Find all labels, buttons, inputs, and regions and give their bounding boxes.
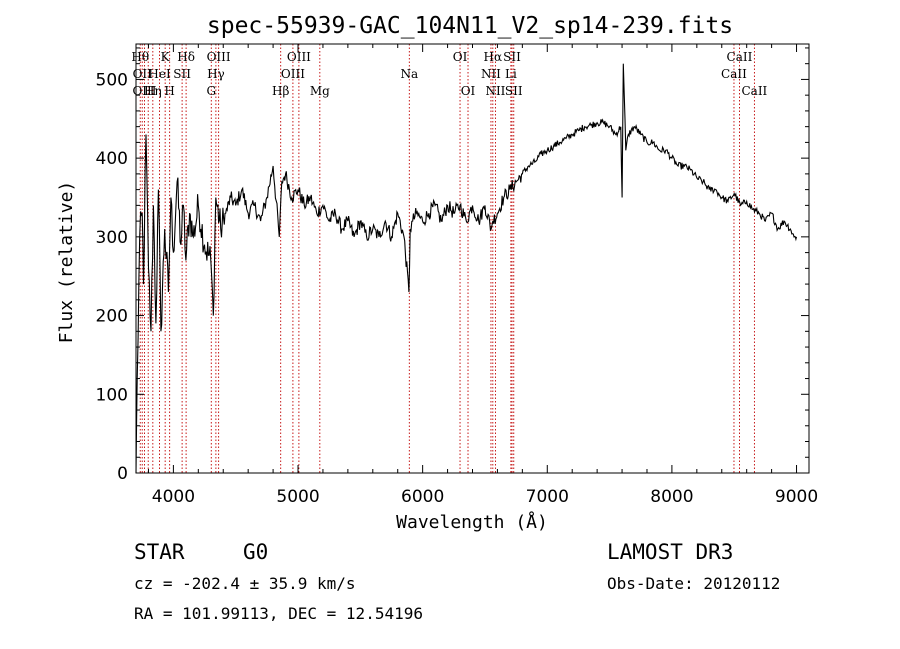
line-label: OI	[461, 84, 476, 98]
spectrum-series-line	[135, 63, 798, 474]
line-label: SII	[503, 50, 521, 64]
y-tick-label: 200	[96, 307, 128, 327]
line-label: SII	[505, 84, 523, 98]
y-tick-label: 400	[96, 149, 128, 169]
spectral-line-labels: HθOIIOIIIHηHeIKHSIIHδGHγOIIIHβOIIIOIIIMg…	[131, 50, 767, 98]
y-axis-label: Flux (relative)	[56, 181, 77, 344]
object-class: STAR	[134, 540, 185, 564]
y-tick-label: 100	[96, 385, 128, 405]
y-tick-label: 500	[96, 70, 128, 90]
line-label: Hβ	[272, 84, 289, 98]
line-label: H	[164, 84, 174, 98]
survey-name: LAMOST DR3	[607, 540, 733, 564]
line-label: OIII	[281, 67, 305, 81]
y-tick-label: 0	[117, 464, 128, 484]
line-label: NII	[485, 84, 505, 98]
line-label: Hγ	[207, 67, 225, 81]
x-tick-label: 4000	[152, 487, 195, 507]
line-label: G	[206, 84, 216, 98]
line-label: OI	[453, 50, 468, 64]
y-axis-ticks: 0 100 200 300 400 500	[96, 47, 809, 484]
line-label: Hθ	[131, 50, 149, 64]
x-tick-label: 7000	[526, 487, 569, 507]
x-axis-label: Wavelength (Å)	[396, 511, 548, 533]
line-label: OIII	[207, 50, 231, 64]
chart-title: spec-55939-GAC_104N11_V2_sp14-239.fits	[207, 13, 733, 39]
plot-frame	[135, 43, 810, 474]
line-label: OII	[133, 67, 153, 81]
x-tick-label: 5000	[276, 487, 319, 507]
line-label: OIII	[132, 84, 156, 98]
x-tick-label: 8000	[650, 487, 693, 507]
spectral-line-markers	[139, 44, 755, 473]
line-label: Na	[400, 67, 418, 81]
obs-date-text: Obs-Date: 20120112	[607, 574, 780, 593]
line-label: SII	[173, 67, 191, 81]
line-label: Hη	[144, 84, 162, 98]
y-tick-label: 300	[96, 228, 128, 248]
coordinates-text: RA = 101.99113, DEC = 12.54196	[134, 604, 423, 623]
line-label: Hδ	[177, 50, 195, 64]
line-label: NII	[481, 67, 501, 81]
line-label: CaII	[721, 67, 747, 81]
line-label: HeI	[148, 67, 171, 81]
x-axis-ticks: 4000 5000 6000 7000 8000 9000	[147, 44, 818, 507]
line-label: CaII	[741, 84, 767, 98]
object-subclass: G0	[243, 540, 268, 564]
line-label: Li	[505, 67, 517, 81]
line-label: K	[161, 50, 171, 64]
line-label: OIII	[287, 50, 311, 64]
redshift-text: cz = -202.4 ± 35.9 km/s	[134, 574, 356, 593]
x-tick-label: 9000	[775, 487, 818, 507]
line-label: Hα	[484, 50, 503, 64]
x-tick-label: 6000	[401, 487, 444, 507]
line-label: CaII	[727, 50, 753, 64]
line-label: Mg	[310, 84, 330, 98]
